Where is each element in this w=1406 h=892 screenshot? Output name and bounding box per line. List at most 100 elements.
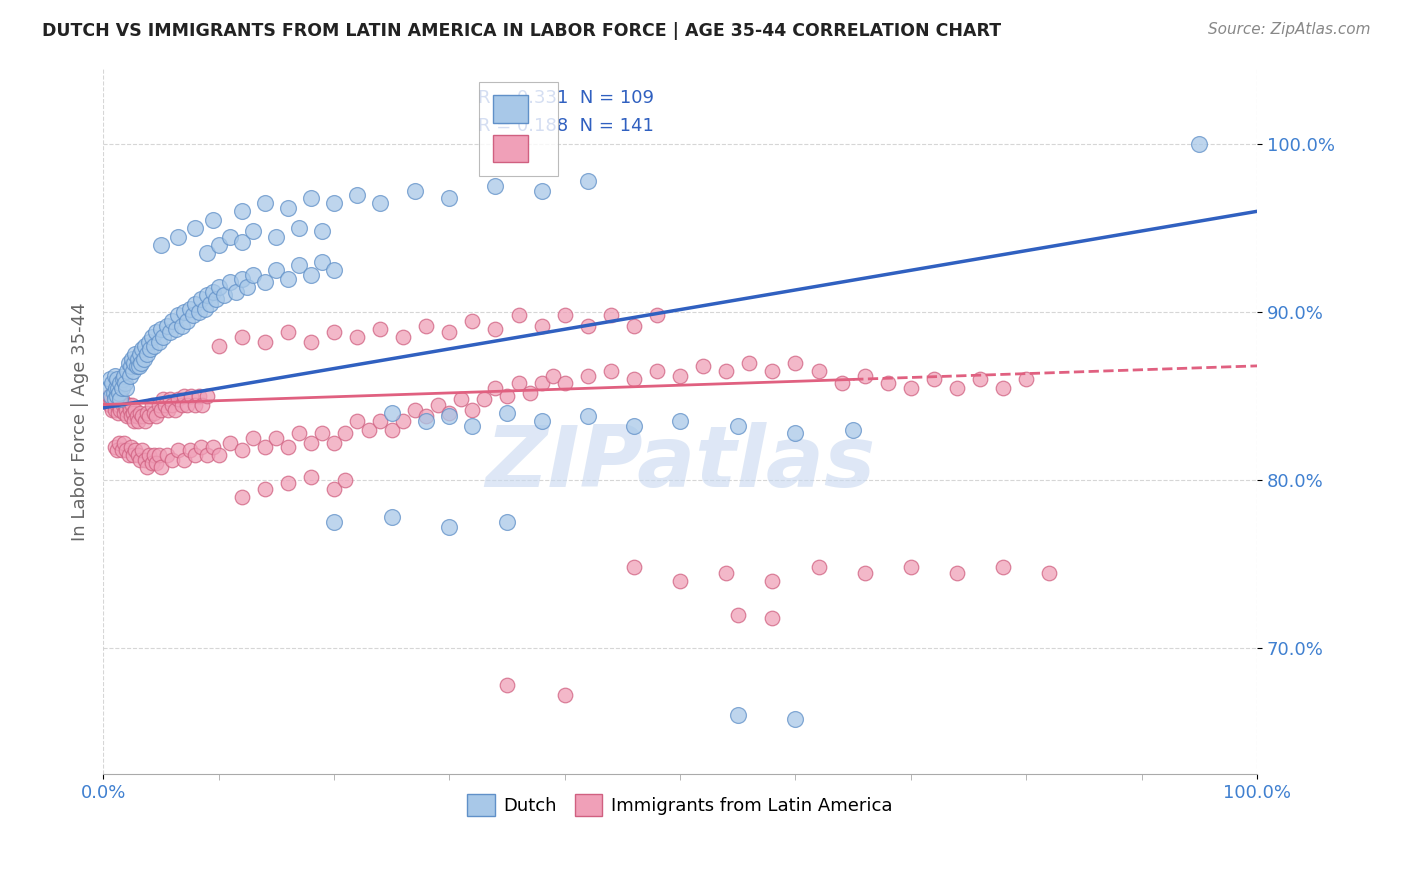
Point [207,238,229,252]
Point [162,398,184,412]
Point [231,204,253,219]
Point [1038,566,1060,580]
Point [181,309,204,323]
Point [645,364,668,378]
Point [599,309,621,323]
Point [669,414,692,428]
Point [219,229,242,244]
Point [288,426,311,441]
Point [131,442,153,457]
Point [173,389,195,403]
Point [207,280,229,294]
Point [530,184,553,198]
Point [148,335,170,350]
Point [496,389,519,403]
Point [156,402,179,417]
Point [484,179,506,194]
Text: R = 0.331  N = 109: R = 0.331 N = 109 [478,89,654,107]
Point [124,442,146,457]
Point [107,381,129,395]
Point [231,235,253,249]
Point [108,385,131,400]
Point [484,381,506,395]
Point [100,389,122,403]
Point [155,318,177,333]
Point [136,459,159,474]
Point [110,381,132,395]
Point [299,191,322,205]
Point [184,448,207,462]
Point [142,339,165,353]
Point [110,376,132,390]
Point [110,442,132,457]
Point [138,335,160,350]
Point [104,440,127,454]
Point [1015,372,1038,386]
Point [117,448,139,462]
Point [404,184,426,198]
Point [145,326,167,340]
Point [105,389,128,403]
Point [231,271,253,285]
Point [117,364,139,378]
Point [104,402,127,417]
Point [554,309,576,323]
Point [142,448,165,462]
Text: R = 0.188  N = 141: R = 0.188 N = 141 [478,118,654,136]
Point [381,510,404,524]
Point [335,426,357,441]
Point [991,381,1014,395]
Point [104,392,127,407]
Point [141,330,163,344]
Point [138,409,160,424]
Point [117,355,139,369]
Point [121,398,143,412]
Point [1188,137,1211,152]
Point [236,280,259,294]
Point [322,326,344,340]
Point [104,398,127,412]
Point [165,322,187,336]
Point [253,195,276,210]
Point [472,392,495,407]
Point [253,440,276,454]
Point [576,174,599,188]
Point [623,372,645,386]
Point [101,402,124,417]
Point [311,225,333,239]
Point [163,402,186,417]
Point [104,381,127,395]
Point [201,212,224,227]
Point [149,402,172,417]
Point [129,453,152,467]
Point [141,398,163,412]
Point [253,482,276,496]
Point [727,708,749,723]
Point [115,442,138,457]
Point [122,406,145,420]
Y-axis label: In Labor Force | Age 35-44: In Labor Force | Age 35-44 [72,302,89,541]
Point [120,409,142,424]
Point [439,520,461,534]
Point [173,305,195,319]
Point [104,368,127,383]
Point [180,389,202,403]
Point [124,347,146,361]
Point [125,359,148,373]
Point [124,402,146,417]
Point [969,372,991,386]
Point [207,339,229,353]
Point [190,292,212,306]
Point [114,376,136,390]
Text: ZIPatlas: ZIPatlas [485,422,875,505]
Point [115,402,138,417]
Point [176,313,198,327]
Point [461,419,484,434]
Point [277,476,299,491]
Point [134,453,156,467]
Point [519,385,541,400]
Point [195,448,218,462]
Text: DUTCH VS IMMIGRANTS FROM LATIN AMERICA IN LABOR FORCE | AGE 35-44 CORRELATION CH: DUTCH VS IMMIGRANTS FROM LATIN AMERICA I… [42,22,1001,40]
Point [195,389,218,403]
Point [155,448,177,462]
